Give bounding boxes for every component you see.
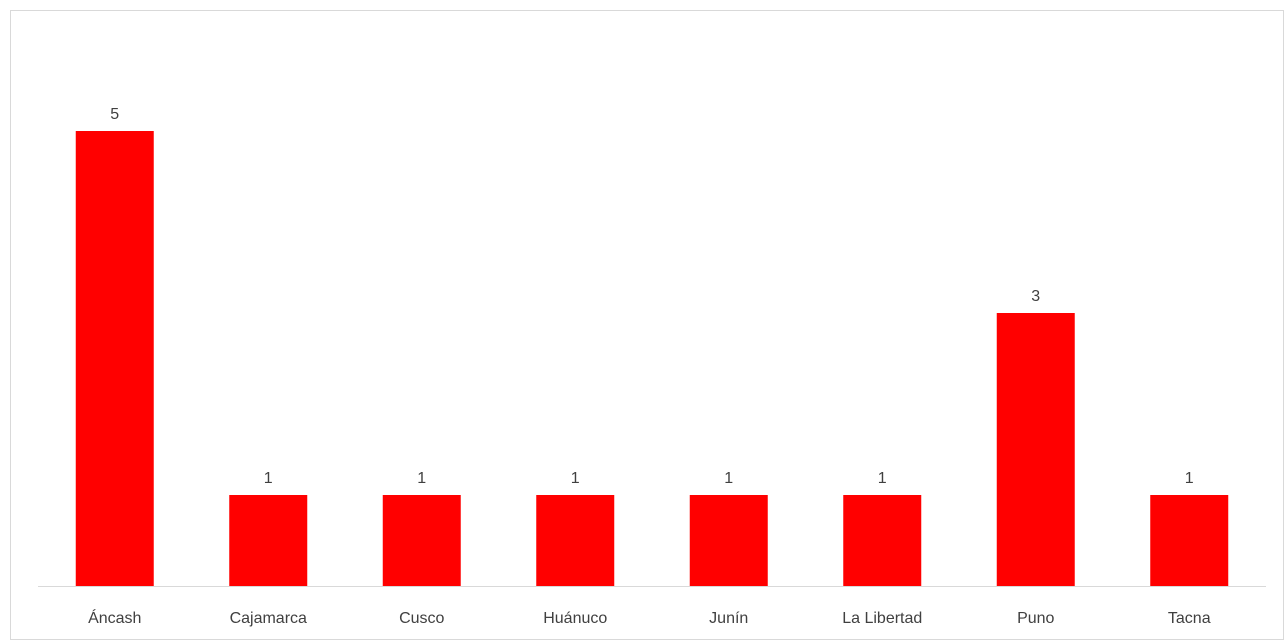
bar-1 [229, 495, 308, 586]
data-label-7: 1 [1185, 470, 1194, 487]
bars-group [75, 131, 1229, 586]
x-tick-label-3: Huánuco [543, 610, 607, 627]
bar-6 [996, 313, 1075, 586]
x-tick-label-2: Cusco [399, 610, 444, 627]
x-tick-labels-group: Áncash Cajamarca Cusco Huánuco Junín La Liber… [88, 608, 1211, 627]
x-tick-label-6: Puno [1017, 610, 1054, 627]
data-label-2: 1 [417, 470, 426, 487]
bar-4 [689, 495, 768, 586]
x-tick-label-5: La Libertad [842, 610, 922, 627]
x-tick-label-1: Cajamarca [230, 610, 307, 627]
data-label-5: 1 [878, 470, 887, 487]
data-label-6: 3 [1031, 288, 1040, 305]
x-tick-label-7: Tacna [1168, 610, 1211, 627]
bar-2 [382, 495, 461, 586]
data-labels-group: 5 1 1 1 1 1 3 1 [110, 106, 1194, 487]
x-tick-label-0: Áncash [88, 608, 141, 627]
data-label-1: 1 [264, 470, 273, 487]
bar-0 [75, 131, 154, 586]
bar-7 [1150, 495, 1229, 586]
data-label-4: 1 [724, 470, 733, 487]
bar-5 [843, 495, 922, 586]
data-label-0: 5 [110, 106, 119, 123]
x-tick-label-4: Junín [709, 610, 748, 627]
bar-3 [536, 495, 615, 586]
data-label-3: 1 [571, 470, 580, 487]
